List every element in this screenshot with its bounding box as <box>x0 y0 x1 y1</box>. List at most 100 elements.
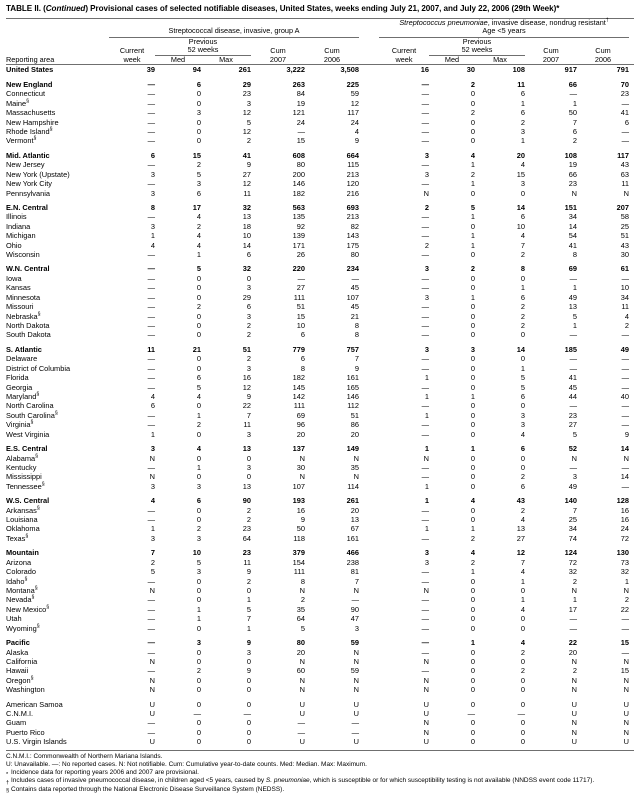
cell-strep-pneumoniae-med: 0 <box>470 737 475 747</box>
cell-strep-pneumoniae-med: 0 <box>470 462 475 472</box>
column-gap <box>359 648 379 657</box>
cell-group-a-cum-2007: 379 <box>292 548 305 558</box>
cell-strep-pneumoniae-cum-2007: 22 <box>568 638 577 648</box>
cell-group-a-cum-2007: 19 <box>296 98 305 108</box>
cell-strep-pneumoniae-current-week: U <box>423 709 429 719</box>
cell-group-a-med: 3 <box>196 638 201 648</box>
cell-strep-pneumoniae-current-week: N <box>423 675 429 685</box>
header-blank-3 <box>6 37 109 46</box>
cell-strep-pneumoniae-cum-2007: 54 <box>568 231 577 241</box>
table-row: Guam — 0 0 — — N 0 0 N N <box>6 718 634 727</box>
cell-group-a-current-week: — <box>147 595 155 605</box>
cell-strep-pneumoniae-cum-2007: 5 <box>572 429 577 439</box>
cell-group-a-current-week: — <box>147 647 155 657</box>
header-max-ga: Max <box>219 54 233 64</box>
cell-group-a-max: 1 <box>246 595 251 605</box>
cell-group-a-cum-2007: 263 <box>292 79 305 89</box>
cell-group-a-max: 12 <box>242 127 251 136</box>
cell-strep-pneumoniae-current-week: — <box>421 382 429 392</box>
cell-strep-pneumoniae-med: 2 <box>470 108 475 118</box>
row-end-pad <box>629 80 634 89</box>
footnote-marker: § <box>34 585 38 592</box>
cell-group-a-med: 2 <box>196 160 201 170</box>
header-previous-ga: Previous <box>188 36 218 46</box>
cell-group-a-current-week: 3 <box>150 481 155 491</box>
cell-group-a-current-week: 5 <box>150 567 155 577</box>
cell-strep-pneumoniae-med: 1 <box>470 212 475 222</box>
cell-group-a-cum-2007: N <box>299 453 305 463</box>
cell-strep-pneumoniae-cum-2007: 25 <box>568 515 577 525</box>
cell-group-a-cum-2006: 59 <box>350 638 359 648</box>
cell-group-a-max: 23 <box>242 524 251 534</box>
header-gap-3 <box>359 46 379 55</box>
row-end-pad <box>629 506 634 515</box>
cell-group-a-med: 0 <box>196 675 201 685</box>
cell-strep-pneumoniae-cum-2007: 45 <box>568 382 577 392</box>
cell-strep-pneumoniae-cum-2006: N <box>623 188 629 198</box>
cell-strep-pneumoniae-med: 1 <box>470 231 475 241</box>
cell-group-a-max: 0 <box>246 685 251 695</box>
reporting-area-cell: Oklahoma <box>6 524 40 534</box>
cell-strep-pneumoniae-cum-2007: N <box>571 675 577 685</box>
cell-group-a-max: 11 <box>243 188 251 198</box>
cell-group-a-max: 0 <box>246 472 251 482</box>
cell-strep-pneumoniae-med: 0 <box>470 718 475 728</box>
table-row: Illinois — 4 13 135 213 — 1 6 34 58 <box>6 212 634 221</box>
reporting-area-cell: Ohio <box>6 240 22 250</box>
cell-group-a-cum-2007: 16 <box>296 505 305 515</box>
cell-strep-pneumoniae-current-week: — <box>421 321 429 331</box>
cell-strep-pneumoniae-cum-2006: — <box>621 354 629 364</box>
cell-group-a-max: 2 <box>246 505 251 515</box>
cell-strep-pneumoniae-cum-2007: 8 <box>572 250 577 260</box>
cell-strep-pneumoniae-max: 2 <box>520 302 525 312</box>
cell-group-a-cum-2007: 135 <box>292 212 305 222</box>
cell-strep-pneumoniae-cum-2006: — <box>621 614 629 624</box>
cell-group-a-current-week: — <box>147 292 155 302</box>
reporting-area-cell: Nevada§ <box>6 594 35 605</box>
cell-group-a-med: 2 <box>196 420 201 430</box>
cell-strep-pneumoniae-med: 0 <box>470 604 475 614</box>
cell-group-a-current-week: — <box>147 505 155 515</box>
cell-strep-pneumoniae-current-week: — <box>421 472 429 482</box>
cell-strep-pneumoniae-cum-2007: 1 <box>572 283 577 293</box>
column-gap <box>359 354 379 363</box>
table-row: New York City — 3 12 146 120 — 1 3 23 11 <box>6 179 634 188</box>
cell-strep-pneumoniae-current-week: 16 <box>420 65 429 75</box>
cell-group-a-current-week: — <box>147 321 155 331</box>
page-title: TABLE II. (Continued) Provisional cases … <box>6 4 634 15</box>
cell-group-a-current-week: 6 <box>150 150 155 160</box>
cell-group-a-current-week: N <box>149 472 155 482</box>
cell-group-a-cum-2007: 182 <box>292 373 305 383</box>
cell-group-a-med: 5 <box>196 169 201 179</box>
cell-strep-pneumoniae-max: 0 <box>520 462 525 472</box>
cell-strep-pneumoniae-current-week: — <box>421 576 429 586</box>
cell-group-a-cum-2007: 145 <box>292 382 305 392</box>
column-gap <box>359 321 379 330</box>
cell-strep-pneumoniae-current-week: — <box>421 179 429 189</box>
cell-group-a-max: — <box>243 709 251 719</box>
cell-group-a-med: 0 <box>196 127 201 136</box>
table-row: U.S. Virgin Islands U 0 0 U U U 0 0 U U <box>6 737 634 746</box>
cell-strep-pneumoniae-max: 2 <box>520 666 525 676</box>
table-row: Montana§ N 0 0 N N N 0 0 N N <box>6 586 634 595</box>
dagger-marker: † <box>605 17 609 24</box>
cell-group-a-cum-2006: — <box>351 718 359 728</box>
cell-group-a-cum-2007: 24 <box>296 117 305 127</box>
cell-strep-pneumoniae-cum-2006: — <box>621 98 629 108</box>
cell-group-a-max: 64 <box>242 533 251 543</box>
footnote-mark: * <box>6 771 9 778</box>
cell-group-a-cum-2007: 20 <box>296 647 305 657</box>
cell-group-a-current-week: 8 <box>150 202 155 212</box>
cell-group-a-med: 0 <box>196 685 201 695</box>
header-gap-4 <box>359 55 379 64</box>
cell-strep-pneumoniae-max: 27 <box>516 533 525 543</box>
footnote-marker: § <box>37 311 41 318</box>
footnote-marker: § <box>35 453 39 460</box>
cell-group-a-med: 0 <box>196 656 201 666</box>
reporting-area-cell: Mid. Atlantic <box>6 150 50 160</box>
cell-strep-pneumoniae-cum-2006: 58 <box>620 212 629 222</box>
header-current-sp: Current <box>391 45 417 55</box>
cell-group-a-cum-2007: 6 <box>300 330 305 340</box>
cell-strep-pneumoniae-cum-2006: — <box>621 481 629 491</box>
cell-strep-pneumoniae-cum-2006: 43 <box>620 160 629 170</box>
